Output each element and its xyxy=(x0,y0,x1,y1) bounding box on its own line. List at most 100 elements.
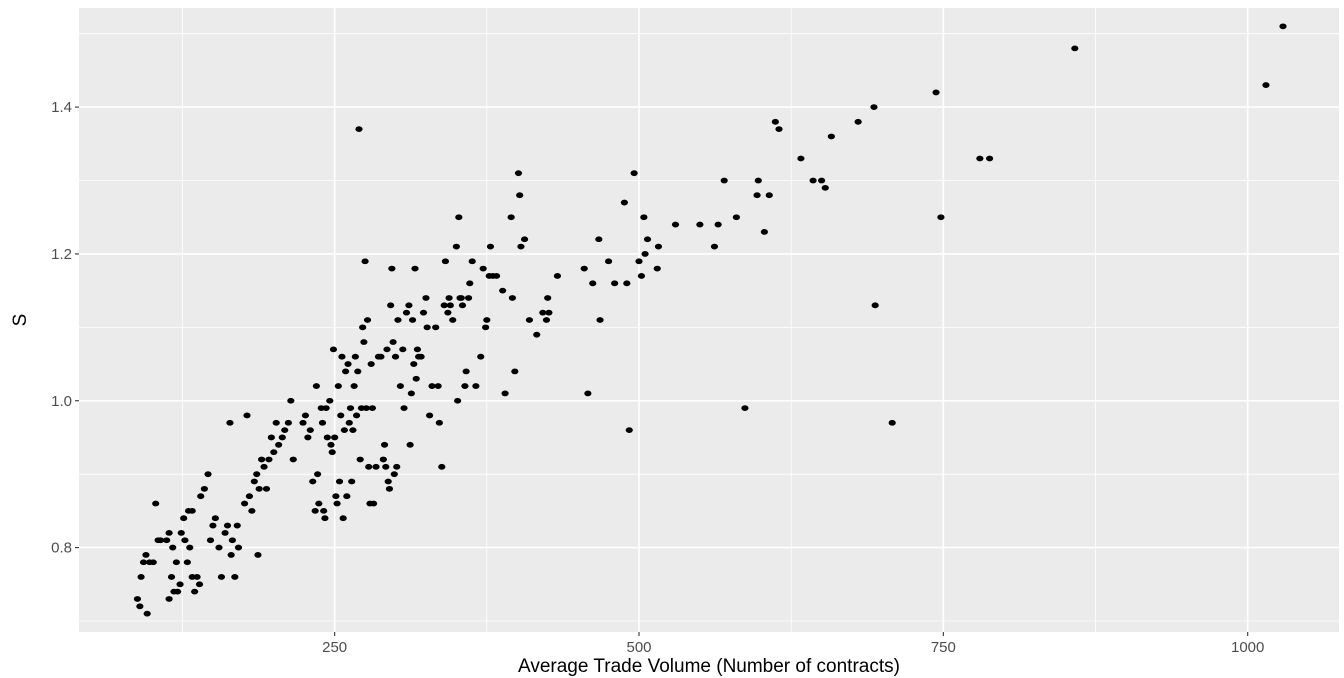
data-point xyxy=(611,280,619,287)
data-point xyxy=(350,383,358,389)
data-point xyxy=(545,309,553,316)
data-point xyxy=(245,493,254,500)
data-point xyxy=(492,273,501,279)
data-point xyxy=(348,478,356,485)
data-point xyxy=(344,361,352,367)
data-point xyxy=(714,221,722,228)
data-point xyxy=(516,192,524,199)
data-point xyxy=(221,529,229,536)
data-point xyxy=(432,324,440,331)
data-point xyxy=(479,265,487,272)
data-point xyxy=(641,251,649,257)
data-point xyxy=(139,559,148,566)
y-tick-label: 0.8 xyxy=(51,540,72,557)
data-point xyxy=(365,463,373,470)
y-axis-ticks: 0.8 1.0 1.2 1.4 xyxy=(51,99,79,557)
data-point xyxy=(501,390,509,397)
data-point xyxy=(511,368,519,375)
data-point xyxy=(604,258,613,265)
data-point xyxy=(327,441,335,448)
data-point xyxy=(346,405,355,411)
data-point xyxy=(270,449,278,456)
data-point xyxy=(464,295,473,301)
data-point xyxy=(278,434,286,441)
x-axis-ticks: 250 500 750 1000 xyxy=(322,632,1264,656)
data-point xyxy=(1279,23,1287,30)
data-point xyxy=(411,265,419,272)
data-point xyxy=(301,412,310,419)
data-point xyxy=(410,361,418,367)
data-point xyxy=(165,596,173,602)
data-point xyxy=(328,449,336,456)
data-point xyxy=(625,427,633,434)
data-point xyxy=(383,346,391,353)
data-point xyxy=(136,603,144,610)
data-point xyxy=(584,390,592,397)
data-point xyxy=(384,478,392,485)
data-point xyxy=(183,559,191,566)
data-point xyxy=(454,397,462,404)
data-point xyxy=(172,559,180,566)
data-point xyxy=(331,434,339,441)
data-point xyxy=(406,441,414,448)
data-point xyxy=(318,419,327,426)
data-point xyxy=(385,485,394,492)
data-point xyxy=(422,295,430,301)
data-point xyxy=(354,368,362,375)
data-point xyxy=(413,346,422,353)
data-point xyxy=(340,427,348,434)
data-point xyxy=(818,177,826,184)
data-point xyxy=(321,515,329,522)
data-point xyxy=(352,412,361,419)
data-point xyxy=(289,456,297,463)
data-point xyxy=(937,214,945,221)
data-point xyxy=(637,273,646,279)
data-point xyxy=(339,515,347,522)
data-point xyxy=(870,104,878,111)
data-point xyxy=(174,588,182,595)
data-point xyxy=(1071,45,1079,52)
data-point xyxy=(176,581,184,588)
data-point xyxy=(643,236,652,243)
data-point xyxy=(449,317,457,323)
data-point xyxy=(315,500,323,507)
data-point xyxy=(393,463,401,470)
data-point xyxy=(595,236,603,243)
data-point xyxy=(412,375,420,382)
data-point xyxy=(226,419,234,426)
data-point xyxy=(428,383,436,389)
data-point xyxy=(382,463,390,470)
data-point xyxy=(260,463,268,470)
data-point xyxy=(753,192,761,199)
data-point xyxy=(186,544,194,551)
data-point xyxy=(452,243,460,250)
data-point xyxy=(620,199,628,206)
data-point xyxy=(240,500,249,507)
data-point xyxy=(388,265,396,272)
data-point xyxy=(258,456,266,463)
data-point xyxy=(193,574,201,580)
data-point xyxy=(372,463,380,470)
data-point xyxy=(525,317,534,323)
data-point xyxy=(197,493,205,500)
data-point xyxy=(243,412,251,419)
data-point xyxy=(457,295,465,301)
data-point xyxy=(343,493,351,500)
grid-lines xyxy=(79,8,1339,632)
data-point xyxy=(333,500,341,507)
data-point xyxy=(332,493,340,500)
data-point xyxy=(508,295,516,301)
data-point xyxy=(765,192,773,199)
data-point xyxy=(326,397,334,404)
data-point xyxy=(653,265,661,272)
data-point xyxy=(180,515,188,522)
data-point xyxy=(152,500,160,507)
data-point xyxy=(195,581,204,588)
data-point xyxy=(477,353,485,360)
y-tick-label: 1.0 xyxy=(51,393,72,410)
data-point xyxy=(720,177,728,184)
data-point xyxy=(390,471,398,478)
data-point xyxy=(377,353,385,360)
data-point xyxy=(312,383,320,389)
data-point xyxy=(323,434,331,441)
